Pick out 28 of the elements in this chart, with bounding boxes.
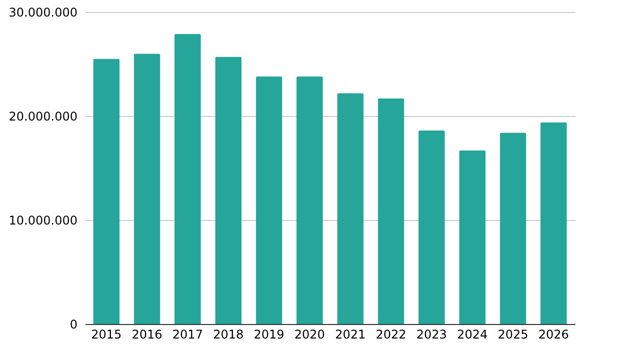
y-tick-label: 10.000.000 <box>8 214 78 228</box>
bar <box>256 76 282 324</box>
x-tick-label: 2026 <box>538 328 569 342</box>
x-tick-label: 2024 <box>457 328 488 342</box>
y-tick-label: 0 <box>70 318 78 332</box>
bar <box>215 56 242 324</box>
bar <box>540 122 567 324</box>
x-tick-label: 2023 <box>416 328 447 342</box>
x-tick-label: 2018 <box>213 328 244 342</box>
x-tick-label: 2015 <box>91 328 122 342</box>
x-tick-label: 2020 <box>294 328 325 342</box>
bar <box>174 34 201 324</box>
x-tick-label: 2016 <box>132 328 162 342</box>
bar <box>296 76 323 324</box>
x-tick-label: 2019 <box>254 328 284 342</box>
x-tick-label: 2022 <box>376 328 406 342</box>
bar <box>418 130 445 324</box>
y-tick-label: 30.000.000 <box>8 6 78 20</box>
bar <box>500 132 526 324</box>
y-tick-label: 20.000.000 <box>8 110 78 124</box>
x-tick-label: 2025 <box>498 328 528 342</box>
bar <box>459 150 486 324</box>
x-tick-label: 2017 <box>172 328 203 342</box>
bar <box>337 93 364 324</box>
bar <box>93 58 120 324</box>
bar <box>134 54 160 324</box>
x-tick-label: 2021 <box>335 328 366 342</box>
bar <box>378 98 404 324</box>
